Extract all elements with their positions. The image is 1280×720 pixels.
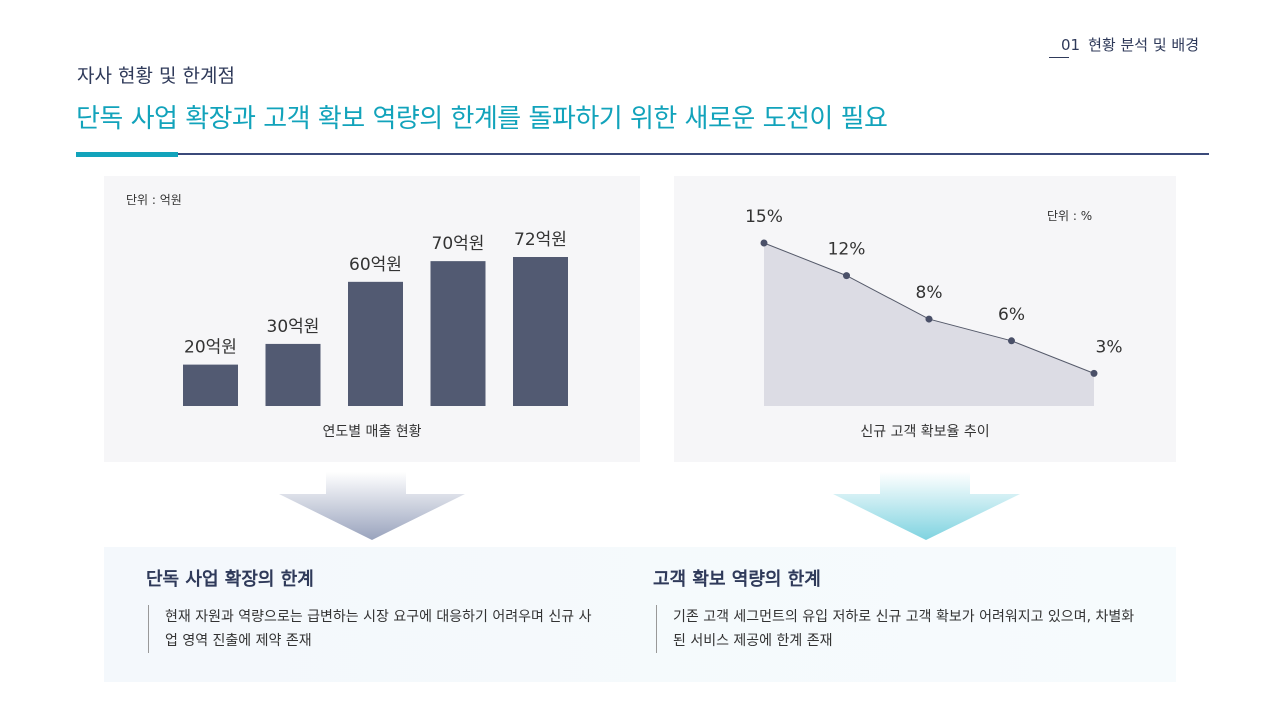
line-chart-unit: 단위 : % <box>1047 209 1093 223</box>
arrow-down-icon <box>833 472 1020 540</box>
area-fill <box>764 243 1094 406</box>
bar-chart-title: 연도별 매출 현황 <box>322 424 422 440</box>
data-point <box>925 315 933 323</box>
data-point <box>843 272 850 280</box>
bar <box>430 261 486 406</box>
point-data-label: 12% <box>828 240 866 260</box>
point-data-label: 15% <box>745 207 783 227</box>
section-label: 현황 분석 및 배경 <box>1088 36 1199 54</box>
bar-chart-unit: 단위 : 억원 <box>126 193 182 207</box>
line-chart-title: 신규 고객 확보율 추이 <box>860 424 990 440</box>
page-subtitle: 자사 현황 및 한계점 <box>77 65 235 87</box>
data-point <box>1008 337 1015 345</box>
section-number: 01 <box>1061 36 1081 54</box>
arrow-down-icon <box>279 472 465 540</box>
limit-heading: 고객 확보 역량의 한계 <box>653 569 821 590</box>
bar-data-label: 60억원 <box>349 255 402 275</box>
bar-series: 20억원 30억원 60억원 70억원 72억원 <box>183 230 568 406</box>
bar-data-label: 20억원 <box>184 338 237 358</box>
bar-data-label: 72억원 <box>514 230 567 250</box>
limit-heading: 단독 사업 확장의 한계 <box>146 569 314 590</box>
point-data-label: 3% <box>1096 337 1123 357</box>
point-data-label: 6% <box>998 305 1025 325</box>
page-title: 단독 사업 확장과 고객 확보 역량의 한계를 돌파하기 위한 새로운 도전이 … <box>76 104 888 134</box>
bar-data-label: 30억원 <box>267 317 320 337</box>
bar <box>348 281 403 406</box>
bar <box>513 257 568 406</box>
title-divider <box>76 153 1209 155</box>
limitations-panel <box>104 547 1176 682</box>
title-divider-accent <box>76 152 178 157</box>
limit-description: 기존 고객 세그먼트의 유입 저하로 신규 고객 확보가 어려워지고 있으며, … <box>656 605 1136 653</box>
bar-data-label: 70억원 <box>432 234 485 254</box>
bar <box>183 364 238 406</box>
data-point <box>760 239 768 247</box>
bar <box>265 343 321 406</box>
section-underline <box>1049 57 1069 58</box>
section-indicator: 01 현황 분석 및 배경 <box>1061 34 1199 55</box>
point-data-label: 8% <box>916 283 943 303</box>
area-series: 15% 12% 8% 6% 3% <box>745 207 1122 406</box>
data-point <box>1090 369 1098 377</box>
limit-description: 현재 자원과 역량으로는 급변하는 시장 요구에 대응하기 어려우며 신규 사업… <box>148 605 598 653</box>
